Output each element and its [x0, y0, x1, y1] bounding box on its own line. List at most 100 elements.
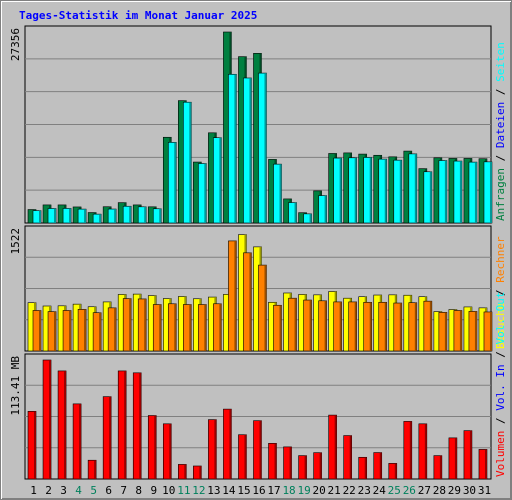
bar-shade-rechner-27 [429, 301, 432, 351]
bar-shade-volumen-15 [244, 434, 247, 479]
bar-shade-volumen-3 [64, 370, 67, 479]
bar-shade-rechner-5 [99, 312, 102, 351]
bar-shade-rechner-21 [339, 301, 342, 351]
bar-shade-rechner-12 [204, 304, 207, 351]
bar-shade-dateien-6 [114, 209, 117, 223]
bar-shade-volumen-9 [154, 415, 157, 479]
bar-shade-volumen-25 [394, 463, 397, 479]
bar-shade-volumen-22 [349, 435, 352, 479]
bar-shade-rechner-9 [159, 304, 162, 351]
panel-max-label-bottom: 113.41 MB [9, 356, 22, 416]
x-tick-5: 5 [90, 484, 97, 497]
bar-shade-dateien-18 [294, 202, 297, 223]
x-tick-31: 31 [478, 484, 491, 497]
x-tick-22: 22 [343, 484, 356, 497]
bar-shade-rechner-22 [354, 301, 357, 351]
bar-shade-rechner-1 [39, 310, 41, 351]
bar-shade-volumen-24 [379, 452, 382, 479]
legend-item-vol-out: Vol. Out [494, 292, 507, 345]
bar-shade-dateien-30 [474, 162, 477, 223]
bar-shade-rechner-31 [489, 311, 492, 351]
x-tick-24: 24 [373, 484, 387, 497]
bar-shade-volumen-30 [469, 430, 472, 479]
x-tick-13: 13 [207, 484, 220, 497]
bar-shade-volumen-27 [424, 423, 427, 479]
bar-shade-dateien-3 [69, 208, 72, 223]
x-tick-25: 25 [388, 484, 401, 497]
bar-shade-dateien-24 [384, 159, 387, 223]
x-tick-8: 8 [135, 484, 142, 497]
bar-shade-dateien-15 [249, 77, 252, 223]
bar-shade-volumen-7 [124, 370, 127, 479]
legend-item-vol-in: Vol. In [494, 364, 507, 410]
bar-shade-dateien-28 [444, 160, 447, 223]
bar-volumen-16 [253, 420, 262, 480]
bar-shade-rechner-26 [414, 302, 417, 351]
bar-shade-dateien-2 [54, 208, 57, 223]
bar-shade-dateien-21 [339, 158, 342, 223]
bar-shade-dateien-14 [234, 74, 237, 223]
bar-shade-rechner-8 [144, 298, 147, 351]
x-tick-15: 15 [237, 484, 250, 497]
bar-shade-rechner-14 [234, 240, 237, 351]
legend-item-besuche: Besuche [494, 303, 507, 349]
x-tick-27: 27 [418, 484, 431, 497]
bar-shade-volumen-21 [334, 415, 337, 479]
x-tick-12: 12 [192, 484, 205, 497]
bar-shade-dateien-20 [324, 195, 327, 223]
bar-shade-rechner-16 [264, 265, 267, 351]
bar-shade-dateien-16 [264, 73, 267, 224]
bar-shade-volumen-29 [454, 437, 457, 479]
x-tick-30: 30 [463, 484, 476, 497]
bar-shade-dateien-7 [129, 206, 132, 223]
bar-shade-dateien-29 [459, 161, 462, 223]
bar-shade-volumen-1 [34, 411, 36, 479]
x-tick-19: 19 [297, 484, 310, 497]
legend-separator: / [494, 148, 507, 168]
legend-separator: / [494, 82, 507, 102]
bar-shade-dateien-5 [99, 214, 102, 223]
bar-shade-rechner-10 [174, 303, 177, 351]
legend-separator: / [494, 283, 507, 303]
panel-max-label-top: 27356 [9, 28, 22, 61]
bar-shade-dateien-26 [414, 153, 417, 223]
bar-shade-dateien-22 [354, 157, 357, 223]
bar-shade-dateien-19 [309, 213, 312, 223]
legend-item-rechner: Rechner [494, 236, 507, 283]
legend-item-seiten: Seiten [494, 42, 507, 82]
x-tick-2: 2 [45, 484, 52, 497]
legend-item-anfragen: Anfragen [494, 168, 507, 221]
x-tick-7: 7 [120, 484, 127, 497]
bar-shade-dateien-17 [279, 164, 282, 223]
bar-shade-volumen-6 [109, 396, 112, 479]
bar-shade-dateien-25 [399, 160, 402, 223]
legend-item-dateien: Dateien [494, 102, 507, 148]
page-title: Tages-Statistik im Monat Januar 2025 [19, 9, 258, 22]
x-tick-11: 11 [177, 484, 190, 497]
bar-shade-rechner-13 [219, 303, 222, 351]
bar-shade-dateien-10 [174, 142, 177, 223]
bar-shade-rechner-23 [369, 302, 372, 351]
x-tick-21: 21 [328, 484, 341, 497]
bar-shade-dateien-11 [189, 102, 192, 223]
x-tick-17: 17 [267, 484, 280, 497]
bar-shade-volumen-14 [229, 409, 232, 479]
bar-shade-volumen-10 [169, 423, 172, 479]
bar-shade-rechner-4 [84, 309, 87, 351]
x-tick-29: 29 [448, 484, 461, 497]
bar-shade-dateien-27 [429, 171, 432, 223]
bar-shade-dateien-4 [84, 209, 87, 223]
bar-shade-volumen-20 [319, 452, 322, 479]
bar-shade-dateien-8 [144, 206, 147, 223]
legend-middle: Besuche / Rechner [494, 236, 507, 349]
bar-shade-volumen-8 [139, 372, 142, 479]
x-tick-9: 9 [150, 484, 157, 497]
bar-shade-rechner-6 [114, 307, 117, 351]
bar-shade-dateien-12 [204, 163, 207, 223]
bar-shade-volumen-31 [484, 449, 487, 479]
x-tick-14: 14 [222, 484, 236, 497]
bar-shade-volumen-23 [364, 457, 367, 479]
bar-shade-rechner-17 [279, 305, 282, 351]
